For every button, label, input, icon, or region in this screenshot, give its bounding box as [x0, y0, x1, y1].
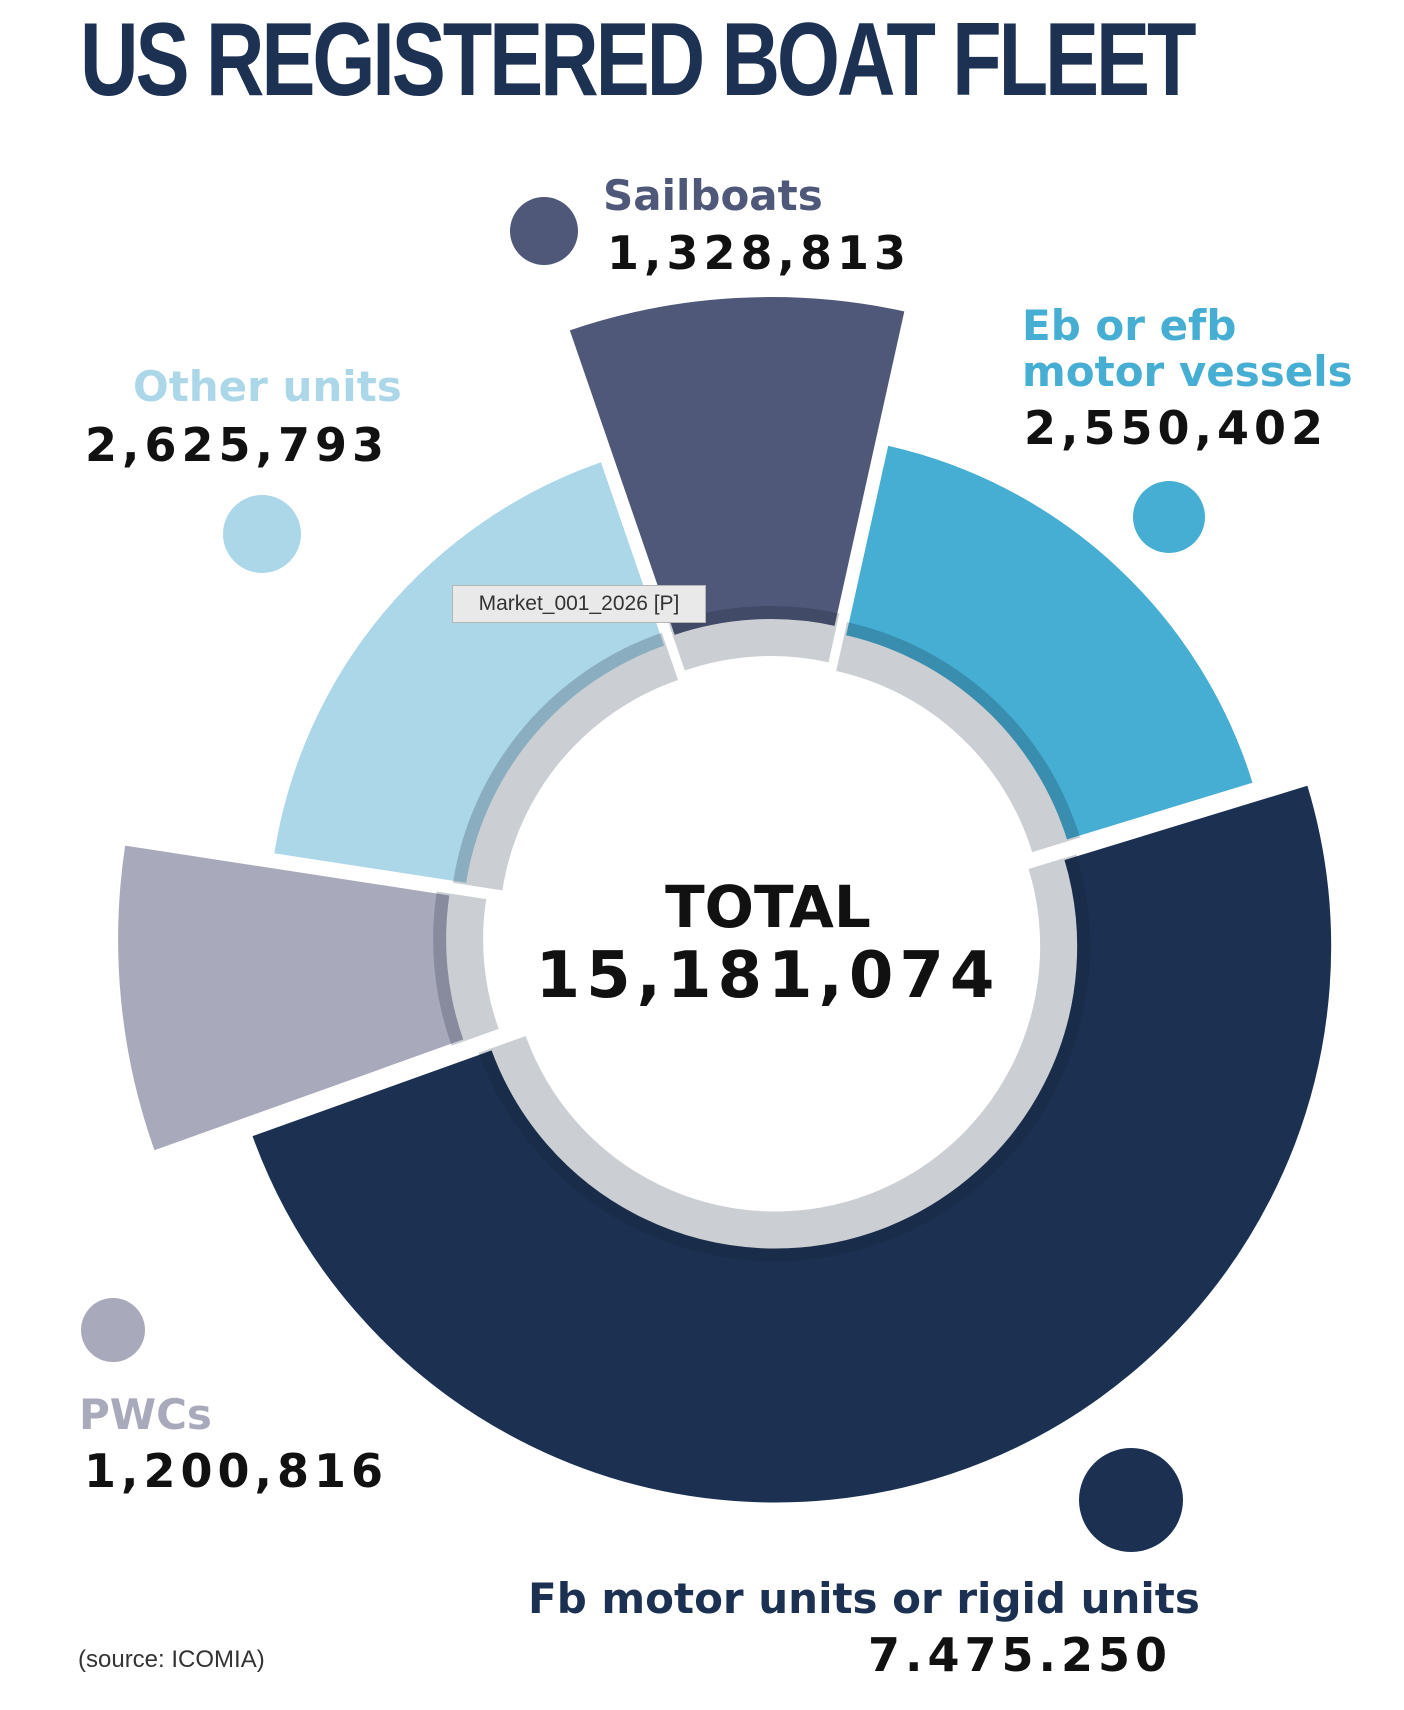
other-units-slice-inner-ring: [452, 632, 679, 891]
pwcs-slice-inner-ring: [433, 891, 499, 1046]
total-value: 15,181,074: [535, 939, 1001, 1013]
file-tag-overlay: Market_001_2026 [P]: [452, 585, 706, 623]
fb-motor-slice: [247, 780, 1336, 1507]
donut-center-hole: [507, 672, 1037, 1202]
sailboats-value: 1,328,813: [607, 226, 911, 280]
other-units-slice: [269, 457, 670, 888]
sailboats-slice: [564, 293, 910, 640]
eb-efb-label: Eb or efb motor vessels: [1022, 301, 1353, 397]
sailboats-legend-dot: [510, 197, 578, 265]
other-units-label: Other units: [133, 362, 402, 411]
other-units-legend-dot: [223, 495, 301, 573]
fb-motor-label: Fb motor units or rigid units: [528, 1574, 1200, 1623]
sailboats-label: Sailboats: [603, 171, 823, 220]
chart-title: US REGISTERED BOAT FLEET: [80, 2, 1197, 118]
pwcs-label: PWCs: [79, 1390, 212, 1439]
other-units-value: 2,625,793: [85, 418, 389, 472]
eb-efb-slice: [841, 441, 1258, 845]
sailboats-slice-inner-ring: [668, 606, 840, 671]
fb-motor-value: 7.475.250: [868, 1628, 1172, 1682]
eb-efb-legend-dot: [1133, 481, 1205, 553]
fb-motor-slice-inner-ring: [478, 854, 1091, 1262]
eb-efb-slice-inner-ring: [836, 622, 1081, 853]
pwcs-legend-dot: [81, 1298, 145, 1362]
fb-motor-legend-dot: [1079, 1448, 1183, 1552]
eb-efb-value: 2,550,402: [1024, 401, 1328, 455]
total-label: TOTAL: [665, 873, 871, 941]
source-note: (source: ICOMIA): [78, 1646, 265, 1673]
pwcs-value: 1,200,816: [84, 1444, 388, 1498]
pwcs-slice: [114, 841, 469, 1156]
